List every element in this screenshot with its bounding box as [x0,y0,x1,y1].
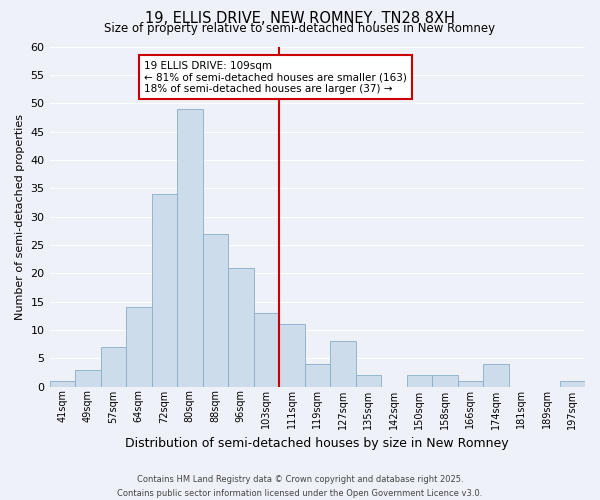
Bar [50,381,75,386]
Text: 19 ELLIS DRIVE: 109sqm
← 81% of semi-detached houses are smaller (163)
18% of se: 19 ELLIS DRIVE: 109sqm ← 81% of semi-det… [144,60,407,94]
Bar [330,341,356,386]
Text: Size of property relative to semi-detached houses in New Romney: Size of property relative to semi-detach… [104,22,496,35]
Bar [432,375,458,386]
Bar [254,313,279,386]
Bar [75,370,101,386]
Bar [203,234,228,386]
Bar [177,109,203,386]
Bar [279,324,305,386]
Bar [560,381,585,386]
Bar [407,375,432,386]
Bar [305,364,330,386]
X-axis label: Distribution of semi-detached houses by size in New Romney: Distribution of semi-detached houses by … [125,437,509,450]
Bar [101,347,126,387]
Bar [228,268,254,386]
Text: 19, ELLIS DRIVE, NEW ROMNEY, TN28 8XH: 19, ELLIS DRIVE, NEW ROMNEY, TN28 8XH [145,11,455,26]
Y-axis label: Number of semi-detached properties: Number of semi-detached properties [15,114,25,320]
Bar [126,307,152,386]
Bar [356,375,381,386]
Text: Contains HM Land Registry data © Crown copyright and database right 2025.
Contai: Contains HM Land Registry data © Crown c… [118,476,482,498]
Bar [458,381,483,386]
Bar [483,364,509,386]
Bar [152,194,177,386]
